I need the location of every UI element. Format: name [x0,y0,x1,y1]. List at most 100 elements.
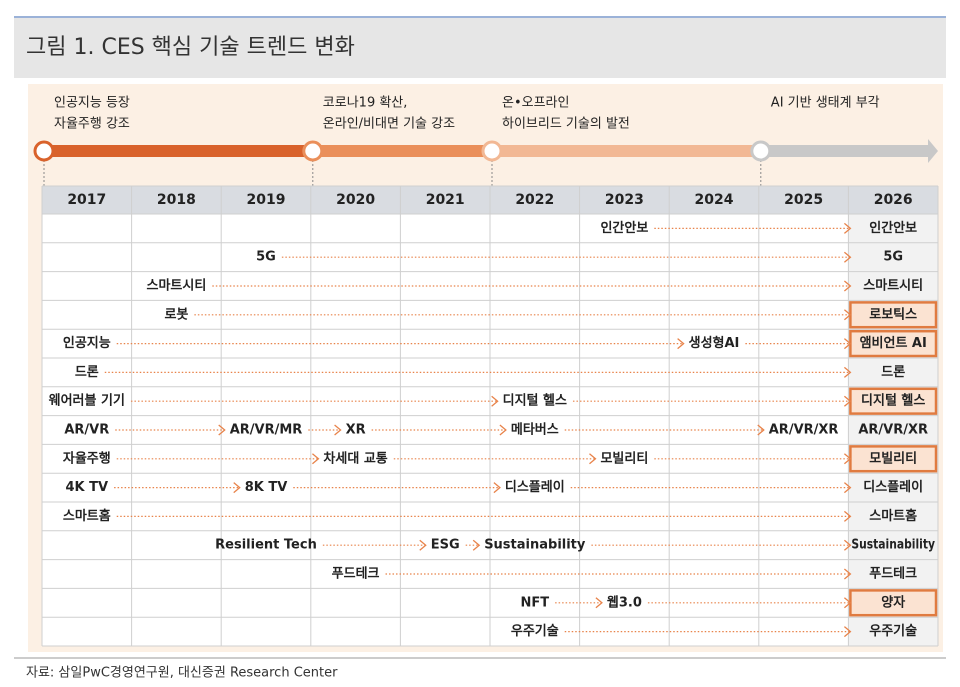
arrow-head [843,309,852,321]
result-label: 인간안보 [869,220,917,236]
arrow-head [493,482,501,494]
result-label: 앰비언트 AI [860,335,927,351]
title-bar [14,18,946,78]
step-label: 드론 [75,365,99,380]
step-label: 차세대 교통 [323,450,387,466]
step-label: 8K TV [245,480,288,495]
year-header: 2019 [247,192,286,208]
phase-label: 인공지능 등장 [54,96,130,111]
step-label: 디지털 헬스 [503,393,567,409]
result-label: 스마트시티 [863,278,923,294]
step-label: NFT [520,595,549,610]
arrow-head [843,597,852,609]
arrow-head [843,338,852,350]
result-label: Sustainability [851,538,935,553]
highlight-cell [849,329,938,358]
phase-label: 온•오프라인 [502,96,569,111]
year-header: 2018 [157,192,196,208]
step-label: 인공지능 [63,335,111,351]
final-column [848,214,938,646]
step-label: AR/VR/XR [769,423,839,438]
step-label: 4K TV [66,480,109,495]
result-label: 모빌리티 [869,450,917,466]
result-label: AR/VR/XR [858,423,928,438]
result-label: 우주기술 [869,624,917,639]
year-header: 2025 [784,192,823,208]
arrow-head [843,280,852,292]
step-label: AR/VR [64,423,109,438]
arrow-head [595,597,603,609]
arrow-head [677,338,685,350]
result-label: 디스플레이 [863,479,923,495]
year-header: 2020 [336,192,375,208]
timeline-bar [492,145,761,157]
phase-label: 자율주행 강조 [54,116,130,132]
year-header: 2024 [695,192,734,208]
step-label: 메타버스 [511,422,559,438]
arrow-head [843,251,852,263]
step-label: Resilient Tech [215,538,317,553]
result-label: 드론 [881,365,905,380]
timeline-bar [44,145,313,157]
timeline-bar [312,145,492,157]
year-header: 2026 [874,192,913,208]
result-label: 양자 [881,595,905,610]
arrow-head [312,453,320,465]
arrow-head [491,395,499,407]
arrow-head [233,482,241,494]
arrow-head [843,395,852,407]
arrow-head [757,424,765,436]
phase-marker [33,140,55,162]
year-header: 2017 [67,192,106,208]
year-header: 2023 [605,192,644,208]
title: 그림 1. CES 핵심 기술 트렌드 변화 [26,35,355,60]
arrow-head [589,453,597,465]
arrow-head [843,626,852,638]
phase-label: 하이브리드 기술의 발전 [502,117,630,132]
arrow-head [843,222,852,234]
step-label: 우주기술 [511,624,559,639]
arrow-head [843,539,852,551]
arrow-head [218,424,226,436]
arrow-head [843,482,852,494]
step-label: 모빌리티 [600,450,648,466]
step-label: 5G [256,250,276,265]
result-label: 푸드테크 [869,567,917,582]
highlight-cell [849,387,938,415]
step-label: XR [346,423,366,438]
year-header: 2021 [426,192,465,208]
step-label: 로봇 [164,307,188,322]
arrow-head [843,510,852,522]
timeline-arrow [928,139,938,163]
step-label: 디스플레이 [505,479,565,495]
step-label: AR/VR/MR [230,423,303,438]
arrow-head [843,568,852,580]
step-label: 인간안보 [600,220,648,236]
highlight-cell [849,301,938,329]
arrow-head [419,539,427,551]
step-label: 생성형AI [689,335,740,351]
timeline-bar [760,145,928,157]
source: 자료: 삼일PwC경영연구원, 대신증권 Research Center [26,666,338,681]
step-label: Sustainability [484,538,586,553]
phase-label: 온라인/비대면 기술 강조 [323,117,455,132]
step-label: 자율주행 [63,450,111,466]
step-label: 스마트시티 [146,278,206,294]
phase-marker [750,140,772,162]
result-label: 로보틱스 [869,306,917,322]
arrow-head [843,366,852,378]
step-label: ESG [431,538,460,553]
arrow-head [472,539,481,551]
result-label: 5G [883,250,903,265]
step-label: 웨어러블 기기 [49,393,125,409]
result-label: 디지털 헬스 [861,393,925,409]
arrow-head [843,453,852,465]
phase-label: AI 기반 생태계 부각 [771,96,880,111]
arrow-head [334,424,342,436]
highlight-cell [849,589,938,617]
step-label: 푸드테크 [332,567,380,582]
year-header: 2022 [515,192,554,208]
result-label: 스마트홈 [869,508,917,524]
phase-marker [302,140,324,162]
